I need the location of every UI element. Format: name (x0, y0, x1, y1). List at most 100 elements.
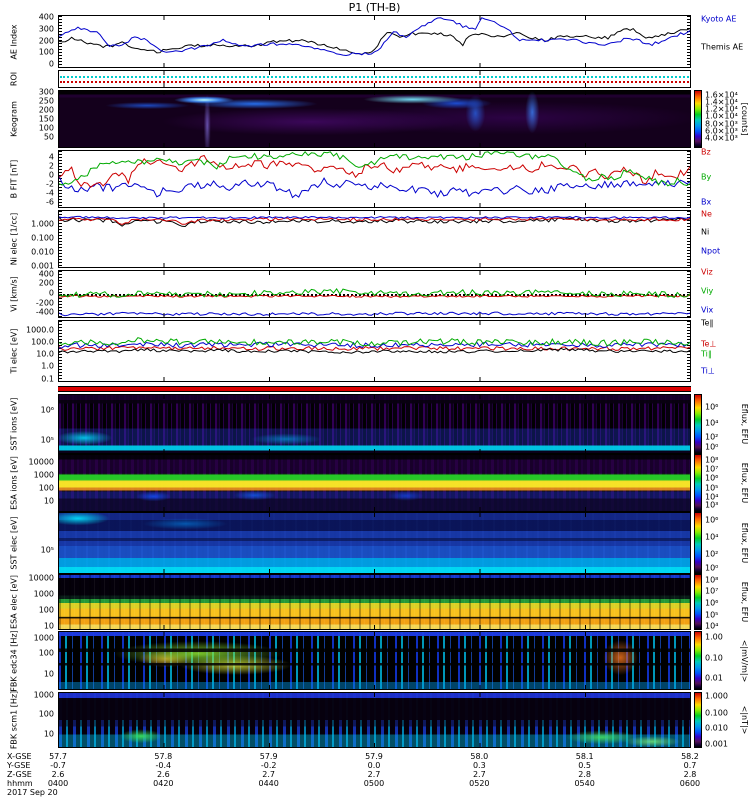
colorbar-tick-label: 10² (705, 432, 719, 442)
series-label: Themis AE (701, 42, 744, 52)
plot-area-keogram (58, 90, 691, 148)
bottom-axis-row-label: X-GSE (7, 752, 32, 761)
bottom-axis-value: 0.3 (472, 761, 486, 770)
colorbar-strip (694, 574, 702, 630)
series-label: Viy (701, 286, 714, 296)
y-axis-label-roi: ROI (9, 71, 19, 87)
colorbar-tick-label: 1.00 (705, 632, 723, 642)
colorbar-unit-label: [counts] (740, 102, 749, 136)
dotted-marker-line (60, 75, 689, 78)
y-tick-label: 10 (43, 621, 54, 631)
bottom-axis-value: 2.8 (578, 770, 592, 779)
bottom-axis-value: 58.1 (575, 752, 594, 761)
bottom-axis-value: 0.0 (367, 761, 381, 770)
y-tick-label: 100.0 (31, 337, 54, 347)
colorbar-tick-label: 10⁴ (705, 418, 719, 428)
y-tick-label: 10⁶ (40, 405, 54, 415)
series-vix (59, 311, 690, 317)
series-label: Bz (701, 147, 711, 157)
bottom-axis-value: 0500 (363, 779, 385, 788)
series-ti- (59, 337, 690, 347)
bottom-axis-row-label: Z-GSE (7, 770, 32, 779)
bottom-axis-value: 58.0 (470, 752, 489, 761)
y-tick-label: 1000 (33, 589, 54, 599)
colorbar-tick-label: 10³ (705, 500, 719, 510)
series-themis-ae (59, 27, 690, 55)
plot-area-esa-electrons (58, 574, 691, 630)
panel-fbk-efield: FBK edc34 [Hz] 1000 100 10 (0, 630, 750, 691)
y-tick-label: 400 (38, 269, 54, 279)
colorbar-strip (694, 512, 702, 574)
panel-roi: ROI (0, 70, 750, 88)
y-tick-label: 100 (38, 123, 54, 133)
panel-temperature: Ti elec [eV] 1000.0 100.0 10.0 1.0 0.1 Te∥ Te⊥… (0, 319, 750, 384)
colorbar-tick-label: 0.10 (705, 653, 723, 663)
colorbar-tick-label: 10⁶ (705, 402, 719, 412)
bottom-axis-value: 2.6 (156, 770, 170, 779)
bottom-axis-row-label: hhmm (7, 779, 33, 788)
bottom-axis-value: 0.7 (683, 761, 697, 770)
colorbar-tick-label: 10⁶ (705, 598, 719, 608)
colorbar-sst-electrons: 10⁶ 10⁴ 10² 10⁰ Eflux, EFU (694, 512, 750, 574)
series-plot (59, 17, 690, 57)
series-label: Bx (701, 197, 712, 207)
colorbar-sst-ions: 10⁶ 10⁴ 10² 10⁰ Eflux, EFU (694, 394, 750, 454)
bottom-axis-value: 0520 (469, 779, 490, 788)
bottom-axis-value: 58.2 (681, 752, 699, 761)
series-label: Ti∥ (701, 349, 712, 359)
colorbar-fbk-efield: 1.00 0.10 0.01 <|mV/m|> (694, 631, 750, 690)
colorbar-strip (694, 692, 702, 748)
y-tick-label: 300 (38, 24, 54, 34)
colorbar-tick-label: 10² (705, 549, 719, 559)
y-tick-label: 10⁵ (40, 435, 54, 445)
colorbar-tick-label: 0.010 (705, 723, 728, 733)
colorbar-strip (694, 394, 702, 454)
y-tick-label: 10000 (28, 457, 54, 467)
series-te- (59, 347, 690, 354)
plot-area-b-fit (58, 150, 691, 208)
plot-area-fbk-scm (58, 692, 691, 748)
series-by (59, 151, 690, 187)
plot-area-ae (58, 15, 691, 68)
y-tick-label: 100 (38, 47, 54, 57)
colorbar-tick-label: 10⁶ (705, 473, 719, 483)
bottom-axis-value: 0540 (574, 779, 595, 788)
colorbar-tick-label: 10⁵ (705, 483, 719, 493)
series-plot (59, 215, 690, 228)
y-tick-label: 100 (38, 605, 54, 615)
y-tick-label: 200 (38, 36, 54, 45)
colorbar-tick-label: 6.0×10³ (705, 126, 738, 136)
series-plot (59, 337, 690, 354)
panel-sst-electrons: SST elec [eV] 10⁵ (0, 512, 750, 574)
flags-bar (58, 386, 691, 392)
colorbar-tick-label: 10⁰ (705, 563, 719, 573)
y-tick-label: 50 (43, 132, 54, 142)
y-tick-label: 1000.0 (26, 325, 54, 335)
y-tick-label: 10 (43, 496, 54, 506)
colorbar-strip (694, 631, 702, 690)
y-tick-label: 0 (48, 59, 54, 69)
bottom-axis-value: 0.5 (578, 761, 592, 770)
bottom-axis-value: -0.7 (50, 761, 66, 770)
series-plot (59, 151, 690, 199)
colorbar-unit-label: Eflux, EFU (740, 522, 749, 564)
y-tick-label: 200 (38, 278, 54, 288)
panel-flags-bar (0, 386, 750, 392)
series-label: By (701, 172, 712, 182)
colorbar-tick-label: 1.0×10⁴ (705, 111, 738, 121)
y-tick-label: 400 (38, 12, 54, 22)
panel-esa-ions: ESA ions [eV] 10000 1000 100 10 (0, 454, 750, 512)
y-tick-label: 1000 (33, 470, 54, 480)
panel-ae-index: AE Index 400 300 200 100 0 Kyoto AE Themis AE (0, 12, 750, 69)
bottom-axis-value: 2.8 (683, 770, 697, 779)
series-ti- (59, 341, 690, 349)
y-tick-label: 10000 (28, 573, 54, 583)
y-tick-label: -2 (46, 179, 54, 189)
colorbar-tick-label: 10⁷ (705, 586, 719, 596)
y-tick-label: 0.010 (31, 247, 54, 257)
colorbar-unit-label: Eflux, EFU (740, 403, 749, 445)
y-tick-label: 4 (48, 152, 54, 162)
bottom-axis: X-GSE 57.7 57.8 57.9 57.9 58.0 58.1 58.2 Y-GSE -0… (0, 752, 750, 800)
panel-density: Ni elec [1/cc] 1.000 0.100 0.010 0.001 Ne Ni N… (0, 209, 750, 270)
y-tick-label: 2 (48, 161, 54, 171)
